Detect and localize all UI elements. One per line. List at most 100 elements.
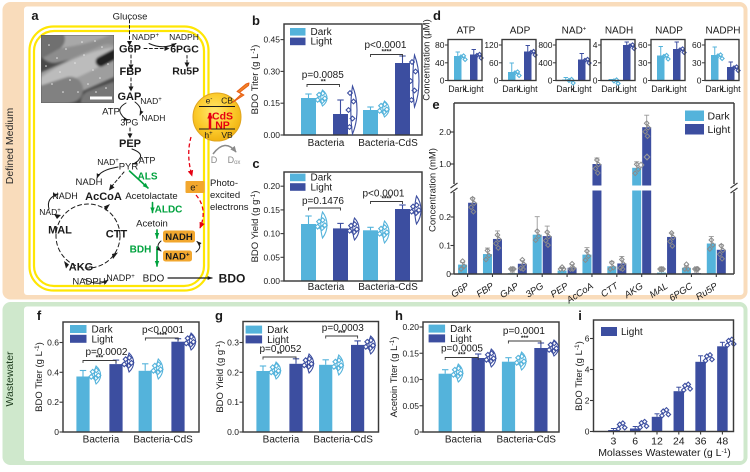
svg-text:**: **	[277, 351, 283, 358]
svg-text:4: 4	[585, 365, 590, 375]
svg-text:0: 0	[643, 76, 648, 86]
svg-text:Bacteria: Bacteria	[445, 435, 482, 446]
svg-text:0.10: 0.10	[402, 375, 419, 385]
svg-text:CdS: CdS	[212, 111, 233, 123]
svg-text:1.0: 1.0	[439, 159, 451, 169]
svg-text:60: 60	[638, 40, 648, 50]
svg-text:0.05: 0.05	[402, 401, 419, 411]
svg-text:CTT: CTT	[106, 229, 128, 241]
svg-text:3PG: 3PG	[120, 118, 138, 128]
svg-text:0.2: 0.2	[439, 212, 451, 222]
svg-text:NAD+: NAD+	[140, 96, 162, 106]
svg-text:0.2: 0.2	[47, 397, 59, 407]
svg-text:0.00: 0.00	[263, 276, 280, 286]
svg-text:0.00: 0.00	[263, 130, 280, 140]
svg-text:p<0.0001: p<0.0001	[365, 40, 407, 51]
svg-text:Acetolactate: Acetolactate	[125, 191, 177, 202]
svg-text:Dark: Dark	[651, 84, 670, 94]
svg-text:Light: Light	[92, 334, 114, 345]
svg-text:Acetoin: Acetoin	[136, 219, 168, 230]
svg-text:3: 3	[610, 436, 616, 448]
svg-text:0: 0	[446, 269, 451, 279]
svg-text:h+: h+	[204, 130, 213, 140]
svg-text:0.3: 0.3	[227, 338, 239, 348]
svg-text:ATP: ATP	[102, 107, 120, 118]
svg-text:p=0.0005: p=0.0005	[441, 344, 483, 355]
svg-text:AKG: AKG	[69, 262, 93, 274]
svg-text:Dark: Dark	[448, 84, 467, 94]
svg-text:Dark: Dark	[92, 325, 114, 336]
svg-text:NADP+: NADP+	[106, 273, 135, 283]
svg-text:VB: VB	[221, 130, 233, 140]
svg-text:Defined Medium: Defined Medium	[4, 108, 16, 185]
svg-text:Dark: Dark	[311, 27, 333, 38]
svg-text:Dark: Dark	[705, 84, 724, 94]
svg-text:Light: Light	[667, 84, 687, 94]
svg-text:Bacteria-CdS: Bacteria-CdS	[313, 435, 373, 446]
svg-text:Light: Light	[617, 84, 637, 94]
svg-text:p=0.0085: p=0.0085	[302, 70, 344, 81]
svg-text:NADP: NADP	[655, 26, 683, 37]
svg-text:NADH: NADH	[141, 113, 165, 123]
svg-text:NADH: NADH	[52, 191, 78, 201]
svg-text:0.4: 0.4	[47, 367, 59, 377]
svg-text:NP: NP	[215, 120, 230, 132]
svg-text:e: e	[432, 97, 439, 112]
svg-text:Bacteria: Bacteria	[308, 282, 345, 293]
svg-text:0: 0	[593, 76, 598, 86]
svg-text:0.20: 0.20	[263, 181, 280, 191]
svg-text:Light: Light	[464, 84, 484, 94]
svg-text:Bacteria-CdS: Bacteria-CdS	[496, 435, 556, 446]
svg-text:36: 36	[695, 436, 707, 448]
svg-text:NADH: NADH	[76, 177, 103, 188]
svg-text:Bacteria-CdS: Bacteria-CdS	[358, 138, 418, 149]
svg-text:30: 30	[638, 58, 648, 68]
svg-text:NAD+: NAD+	[165, 251, 190, 263]
svg-text:ADP: ADP	[510, 26, 531, 37]
svg-text:a: a	[31, 8, 39, 23]
svg-text:Glucose: Glucose	[113, 12, 148, 23]
svg-text:0.15: 0.15	[263, 205, 280, 215]
svg-text:p=0.1476: p=0.1476	[302, 196, 344, 207]
svg-text:12: 12	[651, 436, 663, 448]
svg-text:NADH: NADH	[165, 232, 193, 243]
svg-text:****: ****	[381, 48, 392, 55]
svg-text:Dark: Dark	[502, 84, 521, 94]
svg-text:electrons: electrons	[210, 202, 249, 213]
svg-text:0: 0	[548, 76, 553, 86]
svg-text:i: i	[578, 308, 582, 323]
svg-text:60: 60	[489, 58, 499, 68]
svg-text:0: 0	[494, 76, 499, 86]
svg-text:0.6: 0.6	[47, 338, 59, 348]
svg-text:****: ****	[381, 195, 392, 202]
svg-text:6PGC: 6PGC	[170, 44, 199, 56]
svg-text:PEP: PEP	[119, 138, 141, 150]
svg-text:d: d	[433, 8, 441, 23]
svg-text:Dark: Dark	[311, 173, 333, 184]
svg-text:BDO Titer (g L-1): BDO Titer (g L-1)	[574, 341, 586, 411]
svg-text:0: 0	[414, 427, 419, 437]
svg-text:120: 120	[484, 40, 498, 50]
svg-text:6: 6	[585, 334, 590, 344]
svg-text:0.10: 0.10	[263, 229, 280, 239]
svg-text:BDO Yield (g g-1): BDO Yield (g g-1)	[250, 191, 262, 263]
svg-text:Dox: Dox	[228, 155, 241, 166]
svg-text:Photo-: Photo-	[210, 178, 238, 189]
svg-text:30: 30	[692, 58, 702, 68]
svg-text:BDO Titer (g L-1): BDO Titer (g L-1)	[34, 342, 46, 412]
svg-text:0: 0	[54, 427, 59, 437]
svg-text:Light: Light	[721, 84, 741, 94]
svg-text:Ru5P: Ru5P	[172, 66, 199, 78]
svg-text:Dark: Dark	[556, 84, 575, 94]
svg-text:Bacteria-CdS: Bacteria-CdS	[358, 282, 418, 293]
svg-text:Light: Light	[311, 182, 333, 193]
svg-text:Light: Light	[311, 37, 333, 48]
svg-text:p<0.0001: p<0.0001	[363, 189, 405, 200]
svg-text:PYR: PYR	[119, 162, 139, 173]
svg-text:Molasses Wastewater (g L-1): Molasses Wastewater (g L-1)	[598, 447, 731, 459]
svg-text:e-: e-	[190, 182, 197, 194]
svg-text:ALDC: ALDC	[155, 205, 183, 216]
svg-text:NAD+: NAD+	[562, 26, 587, 37]
svg-text:24: 24	[673, 436, 685, 448]
svg-text:p=0.0052: p=0.0052	[260, 344, 302, 355]
